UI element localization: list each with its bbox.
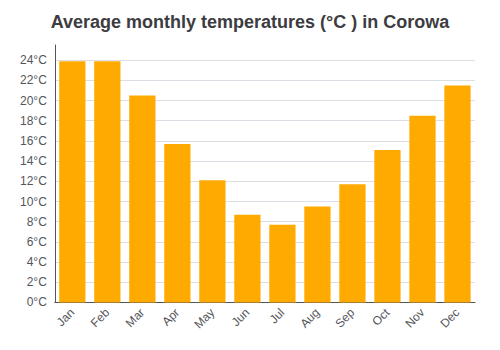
svg-text:Mar: Mar xyxy=(123,306,148,330)
svg-text:4°C: 4°C xyxy=(27,255,47,269)
svg-text:22°C: 22°C xyxy=(20,73,47,87)
svg-text:Jul: Jul xyxy=(267,306,288,327)
svg-text:Dec: Dec xyxy=(437,306,462,331)
svg-text:Jun: Jun xyxy=(229,306,253,330)
svg-text:May: May xyxy=(191,306,217,332)
svg-text:Oct: Oct xyxy=(369,305,393,329)
svg-text:Aug: Aug xyxy=(297,306,322,331)
svg-text:Feb: Feb xyxy=(88,305,113,330)
svg-text:Jan: Jan xyxy=(54,306,78,330)
svg-text:8°C: 8°C xyxy=(27,215,47,229)
svg-text:18°C: 18°C xyxy=(20,114,47,128)
svg-text:10°C: 10°C xyxy=(20,195,47,209)
svg-text:Nov: Nov xyxy=(402,306,427,331)
svg-text:6°C: 6°C xyxy=(27,235,47,249)
svg-text:12°C: 12°C xyxy=(20,174,47,188)
svg-text:20°C: 20°C xyxy=(20,94,47,108)
svg-text:Sep: Sep xyxy=(332,305,357,330)
svg-text:16°C: 16°C xyxy=(20,134,47,148)
svg-text:Apr: Apr xyxy=(159,306,182,329)
svg-text:Average monthly temperatures (: Average monthly temperatures (°C ) in Co… xyxy=(51,12,451,32)
svg-text:2°C: 2°C xyxy=(27,275,47,289)
svg-text:0°C: 0°C xyxy=(27,295,47,309)
svg-text:14°C: 14°C xyxy=(20,154,47,168)
svg-text:24°C: 24°C xyxy=(20,53,47,67)
